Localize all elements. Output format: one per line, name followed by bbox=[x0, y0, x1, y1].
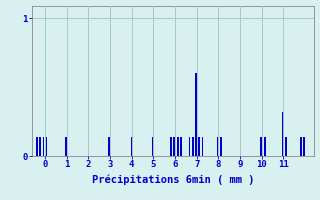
Bar bbox=[202, 137, 204, 156]
Bar bbox=[260, 137, 262, 156]
X-axis label: Précipitations 6min ( mm ): Précipitations 6min ( mm ) bbox=[92, 175, 254, 185]
Bar bbox=[152, 137, 154, 156]
Bar bbox=[192, 137, 194, 156]
Bar bbox=[170, 137, 172, 156]
Bar bbox=[177, 137, 179, 156]
Bar bbox=[303, 137, 305, 156]
Bar bbox=[217, 137, 219, 156]
Bar bbox=[180, 137, 182, 156]
Bar bbox=[198, 137, 200, 156]
Bar bbox=[36, 137, 38, 156]
Bar bbox=[188, 137, 190, 156]
Bar bbox=[285, 137, 287, 156]
Bar bbox=[220, 137, 222, 156]
Bar bbox=[43, 137, 44, 156]
Bar bbox=[131, 137, 132, 156]
Bar bbox=[264, 137, 266, 156]
Bar bbox=[173, 137, 175, 156]
Bar bbox=[45, 137, 47, 156]
Bar bbox=[108, 137, 110, 156]
Bar bbox=[282, 112, 284, 156]
Bar bbox=[39, 137, 41, 156]
Bar bbox=[195, 73, 197, 156]
Bar bbox=[65, 137, 67, 156]
Bar bbox=[300, 137, 302, 156]
